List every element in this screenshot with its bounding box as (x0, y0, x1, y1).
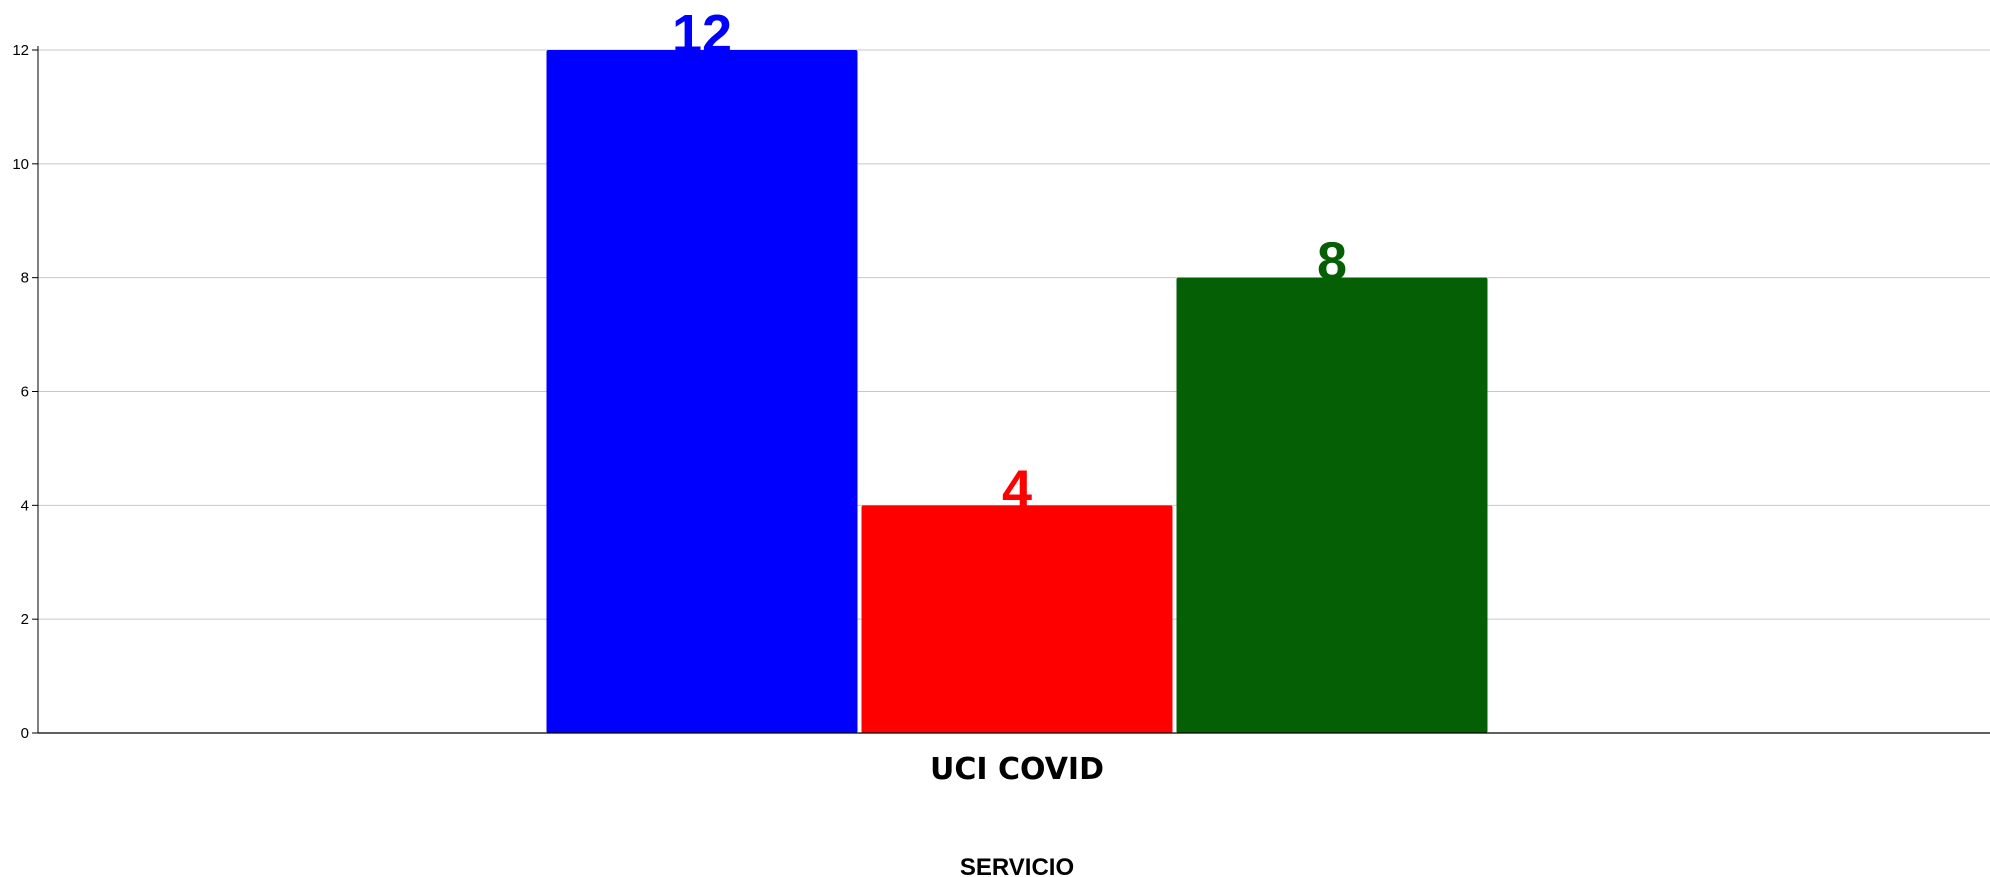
x-axis-title: SERVICIO (960, 854, 1074, 877)
bar-value-label: 4 (1002, 459, 1032, 519)
y-tick-label: 12 (12, 42, 29, 59)
y-tick-label: 10 (12, 156, 29, 173)
x-axis: UCI COVID (38, 732, 1990, 787)
bars (546, 50, 1488, 733)
gridlines (38, 49, 1990, 620)
y-tick-label: 4 (21, 497, 29, 514)
data-labels: 12 4 8 (672, 4, 1347, 519)
y-tick-label: 2 (21, 611, 29, 628)
bar-value-label: 8 (1317, 232, 1347, 292)
y-tick-label: 8 (21, 270, 29, 287)
y-tick-label: 6 (21, 384, 29, 401)
y-axis: 0 2 4 6 8 10 12 (12, 42, 39, 742)
bar-value-label: 12 (672, 4, 732, 64)
bar-0 (546, 50, 858, 733)
x-tick-label: UCI COVID (930, 752, 1104, 787)
bar-1 (861, 505, 1173, 733)
y-tick-label: 0 (21, 725, 29, 742)
bar-2 (1176, 277, 1488, 733)
